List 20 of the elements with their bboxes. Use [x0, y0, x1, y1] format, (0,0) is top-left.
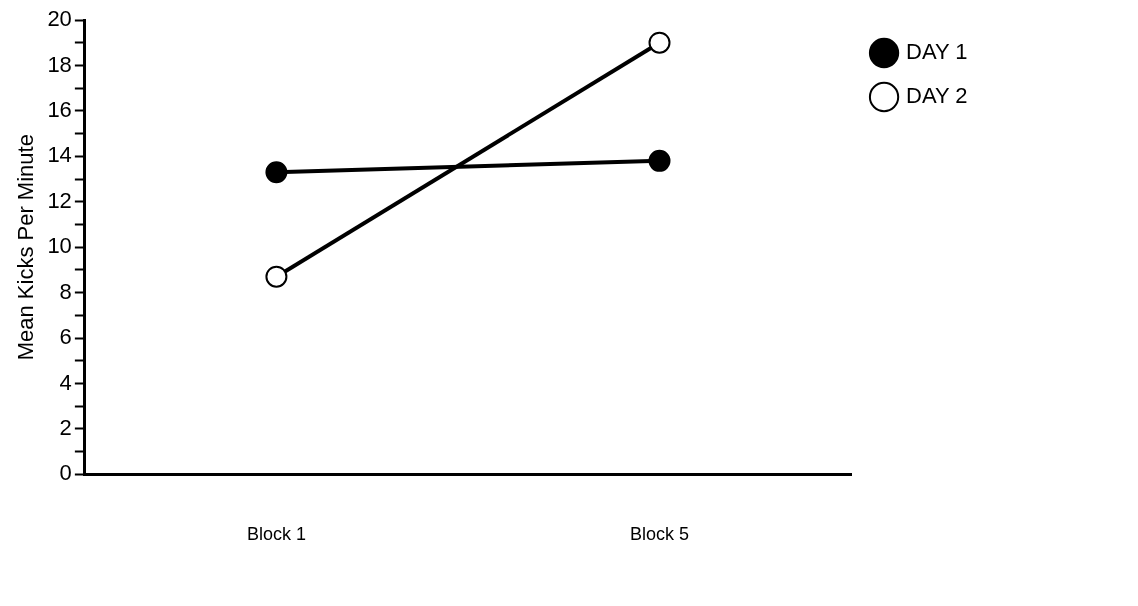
point [648, 149, 671, 172]
legend-label: DAY 2 [906, 83, 968, 109]
y-tick-label: 16 [47, 96, 72, 122]
x-tick-label: Block 5 [629, 524, 690, 545]
y-tick-label: 18 [47, 51, 72, 77]
point [265, 265, 288, 288]
x-tick-label: Block 1 [246, 524, 306, 545]
legend-label: DAY 1 [906, 39, 968, 65]
y-tick-label: 8 [59, 278, 72, 304]
y-axis-title: Mean Kicks Per Minute [13, 134, 39, 361]
point [265, 161, 288, 184]
point [648, 31, 671, 54]
y-tick-label: 4 [59, 369, 72, 395]
y-tick-label: 2 [59, 415, 72, 441]
y-tick-label: 6 [59, 324, 72, 350]
y-tick-label: 14 [47, 142, 72, 168]
y-tick-label: 0 [59, 460, 72, 486]
y-tick-label: 20 [47, 6, 72, 32]
y-tick-label: 12 [47, 187, 72, 213]
y-tick-label: 10 [47, 233, 72, 259]
